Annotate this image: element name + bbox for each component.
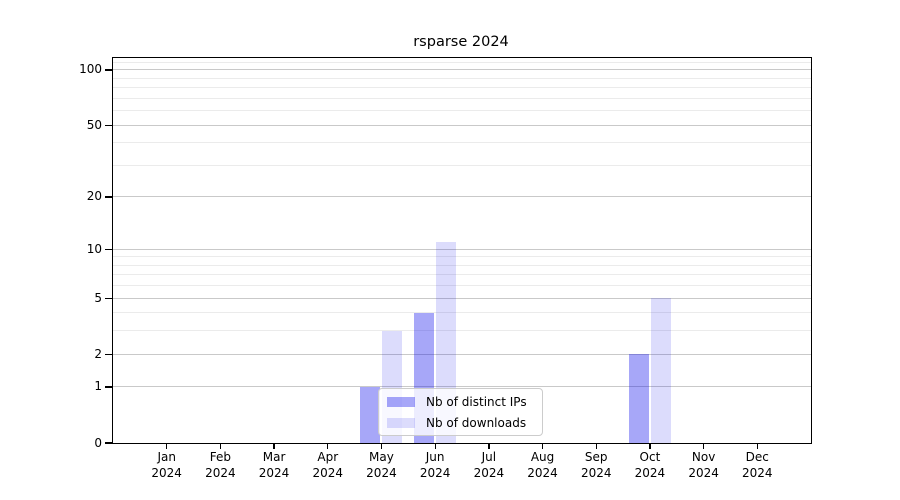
bar-distinct-ips	[360, 386, 381, 443]
bar-downloads	[650, 298, 671, 443]
x-tick-mark	[434, 443, 436, 449]
gridline-major	[113, 124, 811, 126]
plot-area	[112, 57, 812, 444]
x-tick-mark	[703, 443, 705, 449]
y-tick-mark	[105, 248, 112, 250]
y-tick-mark	[105, 386, 112, 388]
gridline-major	[113, 69, 811, 71]
x-tick-mark	[541, 443, 544, 449]
x-tick-label: Nov 2024	[688, 450, 719, 480]
x-tick-label: Jan 2024	[151, 450, 182, 480]
bar-distinct-ips	[628, 354, 649, 443]
x-tick-mark	[166, 443, 168, 449]
gridline-minor	[113, 142, 811, 144]
gridline-minor	[113, 110, 811, 112]
gridline-major	[113, 353, 811, 355]
y-tick-label: 1	[94, 379, 102, 394]
x-tick-mark	[380, 443, 383, 449]
x-tick-mark	[488, 443, 490, 449]
gridline-minor	[113, 274, 811, 276]
y-tick-mark	[105, 353, 112, 355]
x-tick-mark	[595, 443, 597, 449]
x-tick-label: Feb 2024	[205, 450, 236, 480]
y-tick-label: 0	[94, 435, 102, 450]
legend-label-distinct-ips: Nb of distinct IPs	[426, 395, 527, 409]
gridline-minor	[113, 312, 811, 314]
x-tick-mark	[273, 443, 275, 449]
x-tick-mark	[327, 443, 329, 449]
y-tick-label: 100	[79, 62, 102, 77]
x-tick-mark	[756, 443, 758, 449]
y-tick-label: 2	[94, 346, 102, 361]
gridline-minor	[113, 330, 811, 332]
y-tick-mark	[105, 124, 112, 126]
gridline-minor	[113, 77, 811, 79]
legend-swatch-downloads	[387, 418, 415, 428]
x-tick-label: Mar 2024	[258, 450, 290, 480]
x-tick-label: Oct 2024	[634, 450, 666, 480]
legend: Nb of distinct IPs Nb of downloads	[378, 388, 543, 436]
gridline-minor	[113, 264, 811, 266]
gridline-minor	[113, 87, 811, 89]
gridline-minor	[113, 97, 811, 99]
x-tick-label: Apr 2024	[312, 450, 344, 480]
y-tick-label: 5	[94, 290, 102, 305]
legend-swatch-distinct-ips	[387, 397, 415, 407]
y-tick-mark	[105, 69, 112, 71]
y-tick-label: 20	[86, 189, 102, 204]
gridline-major	[113, 248, 811, 250]
gridline-major	[113, 196, 811, 198]
y-tick-label: 50	[86, 117, 102, 132]
x-tick-label: Aug 2024	[527, 450, 558, 480]
gridline-minor	[113, 285, 811, 287]
x-tick-mark	[219, 443, 222, 449]
y-tick-label: 10	[86, 241, 102, 256]
y-tick-mark	[105, 196, 112, 198]
gridline-major	[113, 386, 811, 388]
legend-label-downloads: Nb of downloads	[426, 416, 527, 430]
chart-title: rsparse 2024	[413, 34, 509, 50]
x-tick-label: Sep 2024	[580, 450, 612, 480]
y-tick-mark	[105, 442, 112, 444]
gridline-minor	[113, 164, 811, 166]
legend-item-downloads: Nb of downloads	[387, 416, 534, 430]
x-tick-label: Dec 2024	[742, 450, 773, 480]
x-tick-label: May 2024	[366, 450, 397, 480]
x-tick-label: Jun 2024	[419, 450, 451, 480]
gridline-minor	[113, 256, 811, 258]
gridline-minor	[113, 61, 811, 63]
gridline-major	[113, 297, 811, 299]
y-tick-mark	[105, 297, 112, 299]
x-tick-mark	[649, 443, 651, 449]
legend-item-distinct-ips: Nb of distinct IPs	[387, 395, 534, 409]
x-tick-label: Jul 2024	[473, 450, 505, 480]
